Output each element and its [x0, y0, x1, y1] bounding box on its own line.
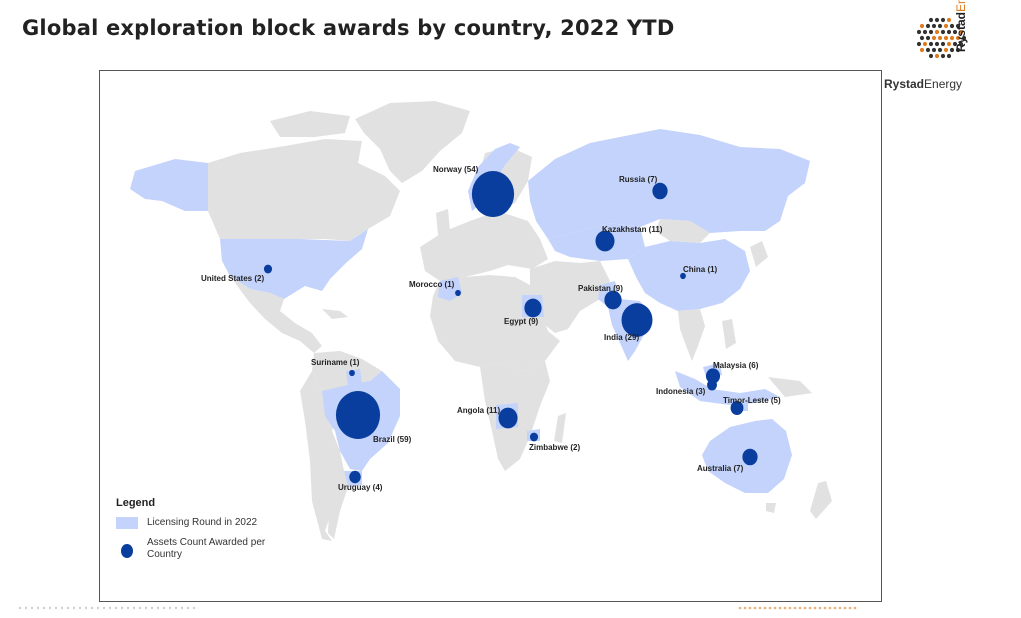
philippines [722, 319, 736, 349]
bubble-suriname [349, 369, 355, 377]
greenland [355, 101, 470, 183]
brand-vertical: RystadEnergy [954, 0, 968, 52]
legend-title: Legend [116, 497, 156, 509]
label-egypt: Egypt (9) [504, 317, 539, 326]
label-china: China (1) [683, 265, 718, 274]
legend-licensing-label: Licensing Round in 2022 [147, 517, 258, 528]
bubble-brazil [335, 391, 381, 439]
brand-name-energy: Energy [924, 77, 963, 91]
label-indonesia: Indonesia (3) [656, 387, 706, 396]
brand-name: RystadEnergy [884, 77, 962, 91]
canada [208, 139, 400, 241]
bubble-timor-leste [730, 401, 744, 415]
mongolia [655, 219, 710, 243]
legend-licensing-swatch [116, 517, 138, 529]
middle-east [530, 261, 610, 333]
label-zimbabwe: Zimbabwe (2) [529, 443, 581, 452]
page-title: Global exploration block awards by count… [22, 16, 675, 40]
korea-japan [750, 241, 768, 267]
label-australia: Australia (7) [697, 464, 744, 473]
bubble-norway [471, 171, 515, 217]
bubble-china [680, 272, 686, 280]
iceland [400, 161, 422, 175]
southeast-asia [678, 309, 705, 361]
bubble-australia [742, 448, 758, 466]
label-uruguay: Uruguay (4) [338, 483, 383, 492]
united-states [220, 229, 368, 299]
tasmania [766, 503, 776, 513]
label-malaysia: Malaysia (6) [713, 361, 759, 370]
bubble-zimbabwe [529, 432, 539, 442]
label-pakistan: Pakistan (9) [578, 284, 623, 293]
label-india: India (29) [604, 333, 640, 342]
label-norway: Norway (54) [433, 165, 479, 174]
brand-name-rystad: Rystad [884, 77, 925, 91]
bubble-malaysia [705, 368, 721, 384]
bubble-egypt [524, 298, 542, 318]
argentina [328, 431, 348, 539]
bubble-morocco [455, 289, 461, 297]
bubble-kazakhstan [595, 230, 615, 252]
new-zealand [810, 481, 832, 519]
bubble-indonesia [707, 379, 717, 391]
papua [768, 377, 812, 397]
rystad-logo-icon [916, 17, 967, 59]
brand-vertical-energy: Energy [954, 0, 968, 12]
label-morocco: Morocco (1) [409, 280, 455, 289]
legend-assets-dot [121, 544, 133, 558]
label-timor-leste: Timor-Leste (5) [723, 396, 781, 405]
russia [528, 129, 810, 239]
alaska [130, 159, 208, 211]
decorative-dots-strip [18, 606, 857, 610]
bubble-india [621, 303, 653, 337]
brand-vertical-rystad: Rystad [954, 11, 968, 52]
europe-mainland [420, 211, 548, 281]
canada-islands [270, 111, 350, 137]
label-angola: Angola (11) [457, 406, 501, 415]
bubble-russia [652, 182, 668, 200]
label-russia: Russia (7) [619, 175, 658, 184]
legend-assets-label: Assets Count Awarded per Country [147, 537, 266, 560]
bubble-pakistan [604, 290, 622, 310]
label-brazil: Brazil (59) [373, 435, 412, 444]
bubble-layer [263, 171, 758, 484]
bubble-angola [498, 407, 518, 429]
madagascar [554, 413, 566, 443]
legend: Legend Licensing Round in 2022 Assets Co… [116, 497, 316, 567]
caribbean [322, 309, 348, 319]
land-layer [130, 101, 832, 541]
uk-ireland [436, 209, 450, 235]
bubble-uruguay [349, 470, 361, 484]
mexico [230, 276, 322, 353]
world-map: Norway (54) Russia (7) Kazakhstan (11) Unit… [99, 70, 882, 602]
label-suriname: Suriname (1) [311, 358, 360, 367]
indonesia [675, 371, 780, 405]
bubble-united-states [263, 264, 273, 274]
china [628, 239, 750, 311]
label-united-states: United States (2) [201, 274, 265, 283]
world-map-canvas [130, 101, 832, 541]
label-kazakhstan: Kazakhstan (11) [602, 225, 663, 234]
